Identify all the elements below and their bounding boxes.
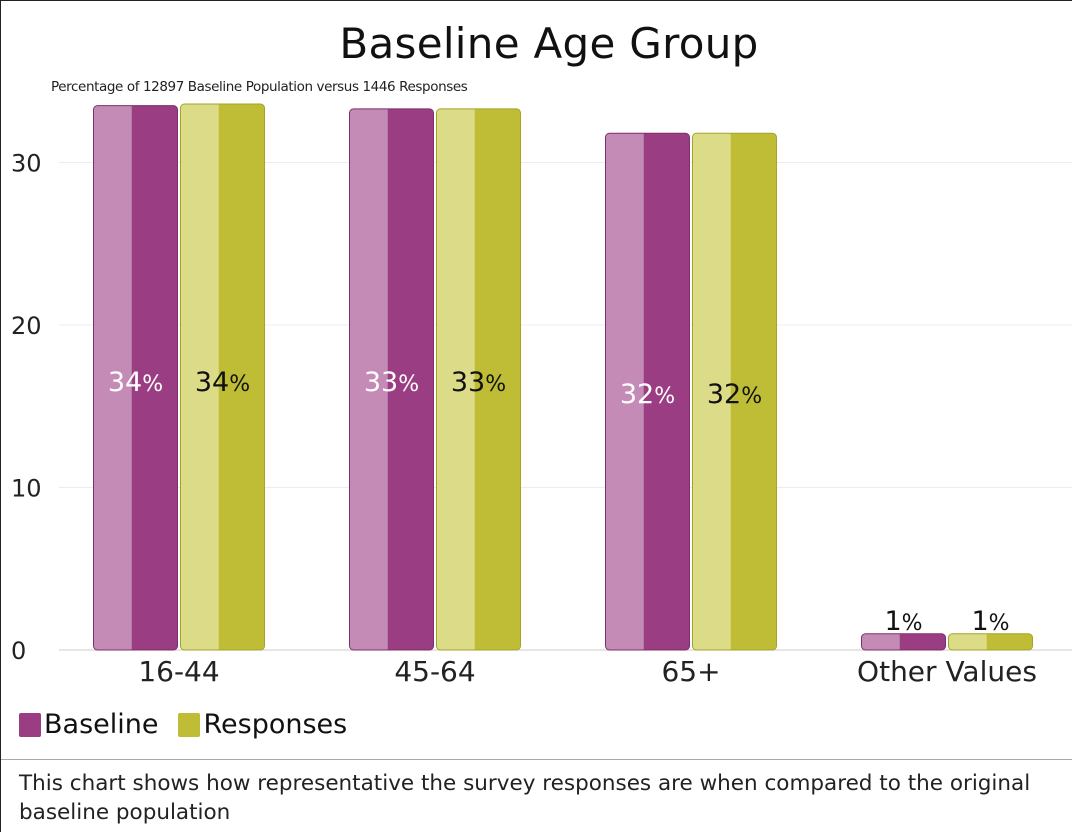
legend-label-baseline: Baseline [44, 709, 159, 740]
chart-title: Baseline Age Group [339, 19, 759, 68]
bar-data-label: 1% [884, 606, 922, 637]
legend-swatch-responses [178, 712, 201, 737]
x-tick-label: 16-44 [138, 655, 219, 688]
chart-footnote: This chart shows how representative the … [19, 771, 1031, 825]
chart-subtitle: Percentage of 12897 Baseline Population … [51, 79, 468, 95]
x-tick-label: 45-64 [394, 655, 475, 688]
bar-data-label: 34% [108, 367, 163, 398]
x-tick-label: Other Values [857, 655, 1037, 688]
legend-label-responses: Responses [203, 709, 348, 740]
bar-baseline [861, 633, 946, 651]
bar-baseline [349, 108, 434, 651]
legend-item-baseline[interactable]: Baseline [19, 709, 158, 740]
bar-responses [948, 633, 1033, 651]
y-tick-label: 30 [11, 150, 42, 178]
bar-baseline [605, 132, 690, 651]
legend-swatch-baseline [19, 712, 41, 737]
footnote-divider [1, 759, 1072, 760]
bar-chart-plot: 0 10 20 30 34% 34% 16-44 33% 33% 45-64 32% 32% 65+ 1%… [11, 103, 1072, 688]
bar-data-label: 33% [451, 367, 506, 398]
y-tick-label: 20 [11, 312, 42, 340]
bar-data-label: 1% [971, 606, 1009, 637]
bar-responses [180, 103, 265, 651]
x-tick-label: 65+ [661, 655, 720, 688]
bar-responses [436, 108, 521, 651]
bar-responses [692, 132, 777, 651]
bar-data-label: 32% [620, 379, 675, 410]
bar-data-label: 32% [707, 379, 762, 410]
bar-data-label: 34% [195, 367, 250, 398]
bar-baseline [93, 105, 178, 651]
y-tick-label: 0 [11, 637, 26, 665]
legend-item-responses[interactable]: Responses [178, 709, 347, 740]
chart-legend: Baseline Responses [19, 709, 367, 740]
y-tick-label: 10 [11, 475, 42, 503]
bar-data-label: 33% [364, 367, 419, 398]
